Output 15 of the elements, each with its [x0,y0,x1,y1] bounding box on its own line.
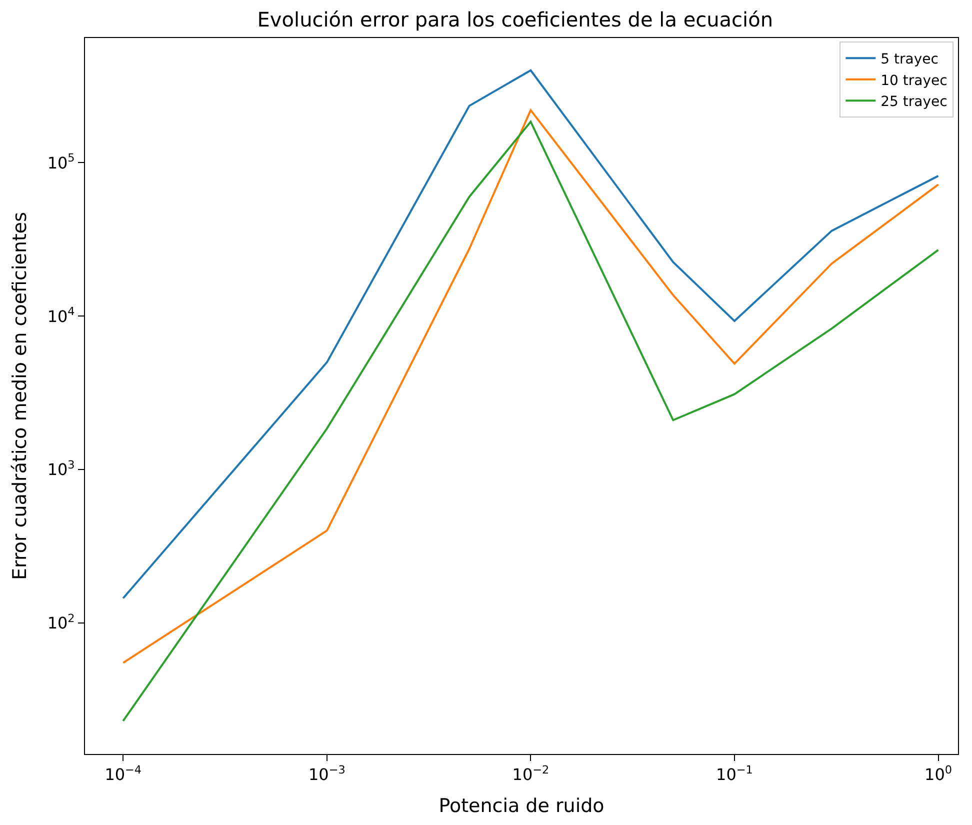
x-tick-label: 10$^{−2}$ [512,763,550,784]
x-tick-label: 10$^{−4}$ [104,763,142,784]
y-tick-label: 10$^{4}$ [47,305,75,326]
y-tick-label: 10$^{3}$ [47,458,75,480]
x-tick-label: 10$^{−3}$ [308,763,346,784]
y-tick-label: 10$^{5}$ [47,152,75,172]
x-tick-label: 10$^{0}$ [924,763,952,784]
x-axis-title: Potencia de ruido [438,795,604,817]
y-axis-title: Error cuadrático medio en coeficientes [9,212,32,580]
chart-title: Evolución error para los coeficientes de la ecuación [257,7,774,32]
x-tick-label: 10$^{−1}$ [716,763,753,784]
legend-label: 5 trayec [880,52,938,68]
y-tick-label: 10$^{2}$ [47,612,75,633]
legend-label: 10 trayec [880,72,948,89]
legend-label: 25 trayec [880,94,948,110]
